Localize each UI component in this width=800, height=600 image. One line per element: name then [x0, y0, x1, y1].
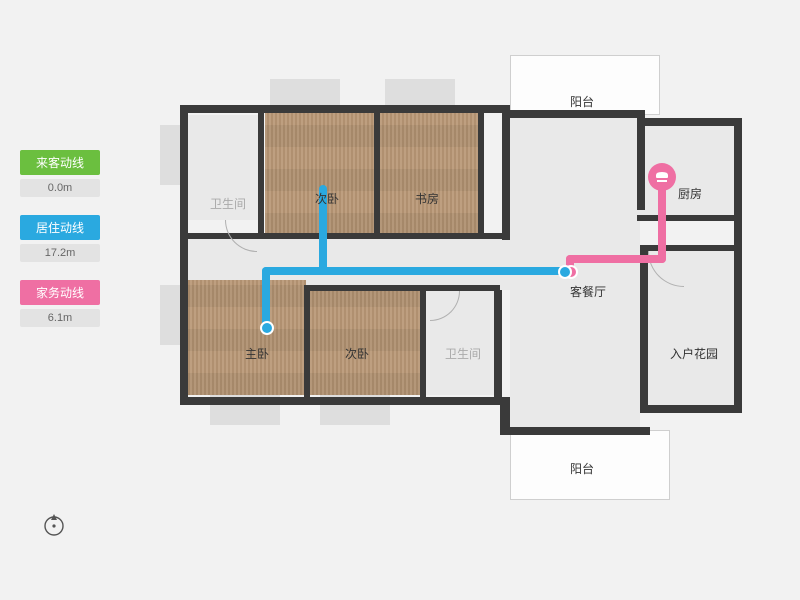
wall [640, 405, 740, 413]
path-seg [319, 267, 564, 275]
room-label: 卫生间 [210, 195, 246, 212]
wall [734, 118, 742, 413]
floor-master [186, 280, 306, 395]
kitchen-icon [648, 163, 676, 191]
wall [640, 245, 648, 413]
room-label: 次卧 [345, 345, 369, 362]
floor-study [380, 110, 480, 235]
room-label: 厨房 [678, 185, 702, 202]
wall [505, 110, 645, 118]
wall [502, 110, 510, 240]
room-label: 主卧 [245, 345, 269, 362]
room-label: 阳台 [570, 460, 594, 477]
legend-item: 家务动线 6.1m [20, 280, 100, 327]
path-node-blue-start [260, 321, 274, 335]
legend-label-chore: 家务动线 [20, 280, 100, 305]
wall [637, 118, 742, 126]
legend: 来客动线 0.0m 居住动线 17.2m 家务动线 6.1m [20, 150, 100, 345]
wall [420, 285, 426, 400]
wall [500, 397, 510, 435]
room-label: 入户花园 [670, 345, 718, 362]
floor-plan: 阳台 厨房 次卧 书房 卫生间 客餐厅 主卧 次卧 卫生间 入户花园 阳台 [170, 55, 745, 525]
wall [478, 110, 484, 238]
legend-value-chore: 6.1m [20, 309, 100, 327]
legend-value-living: 17.2m [20, 244, 100, 262]
legend-label-living: 居住动线 [20, 215, 100, 240]
legend-item: 居住动线 17.2m [20, 215, 100, 262]
wall [180, 397, 502, 405]
room-label: 客餐厅 [570, 283, 606, 300]
room-label: 卫生间 [445, 345, 481, 362]
wall [258, 110, 264, 238]
path-seg [262, 267, 327, 275]
room-label: 书房 [415, 190, 439, 207]
wall [180, 105, 188, 405]
legend-value-guest: 0.0m [20, 179, 100, 197]
path-seg [658, 185, 666, 263]
legend-item: 来客动线 0.0m [20, 150, 100, 197]
compass-icon [40, 510, 68, 543]
wall [374, 110, 380, 238]
room-label: 次卧 [315, 190, 339, 207]
wall [637, 215, 737, 221]
wall [304, 285, 310, 400]
wall [494, 290, 502, 405]
path-seg [566, 255, 666, 263]
path-node-blue-end [558, 265, 572, 279]
wall [310, 285, 500, 291]
room-label: 阳台 [570, 93, 594, 110]
floor-bedroom2b [310, 290, 422, 395]
wall [505, 427, 650, 435]
legend-label-guest: 来客动线 [20, 150, 100, 175]
wall [180, 105, 510, 113]
